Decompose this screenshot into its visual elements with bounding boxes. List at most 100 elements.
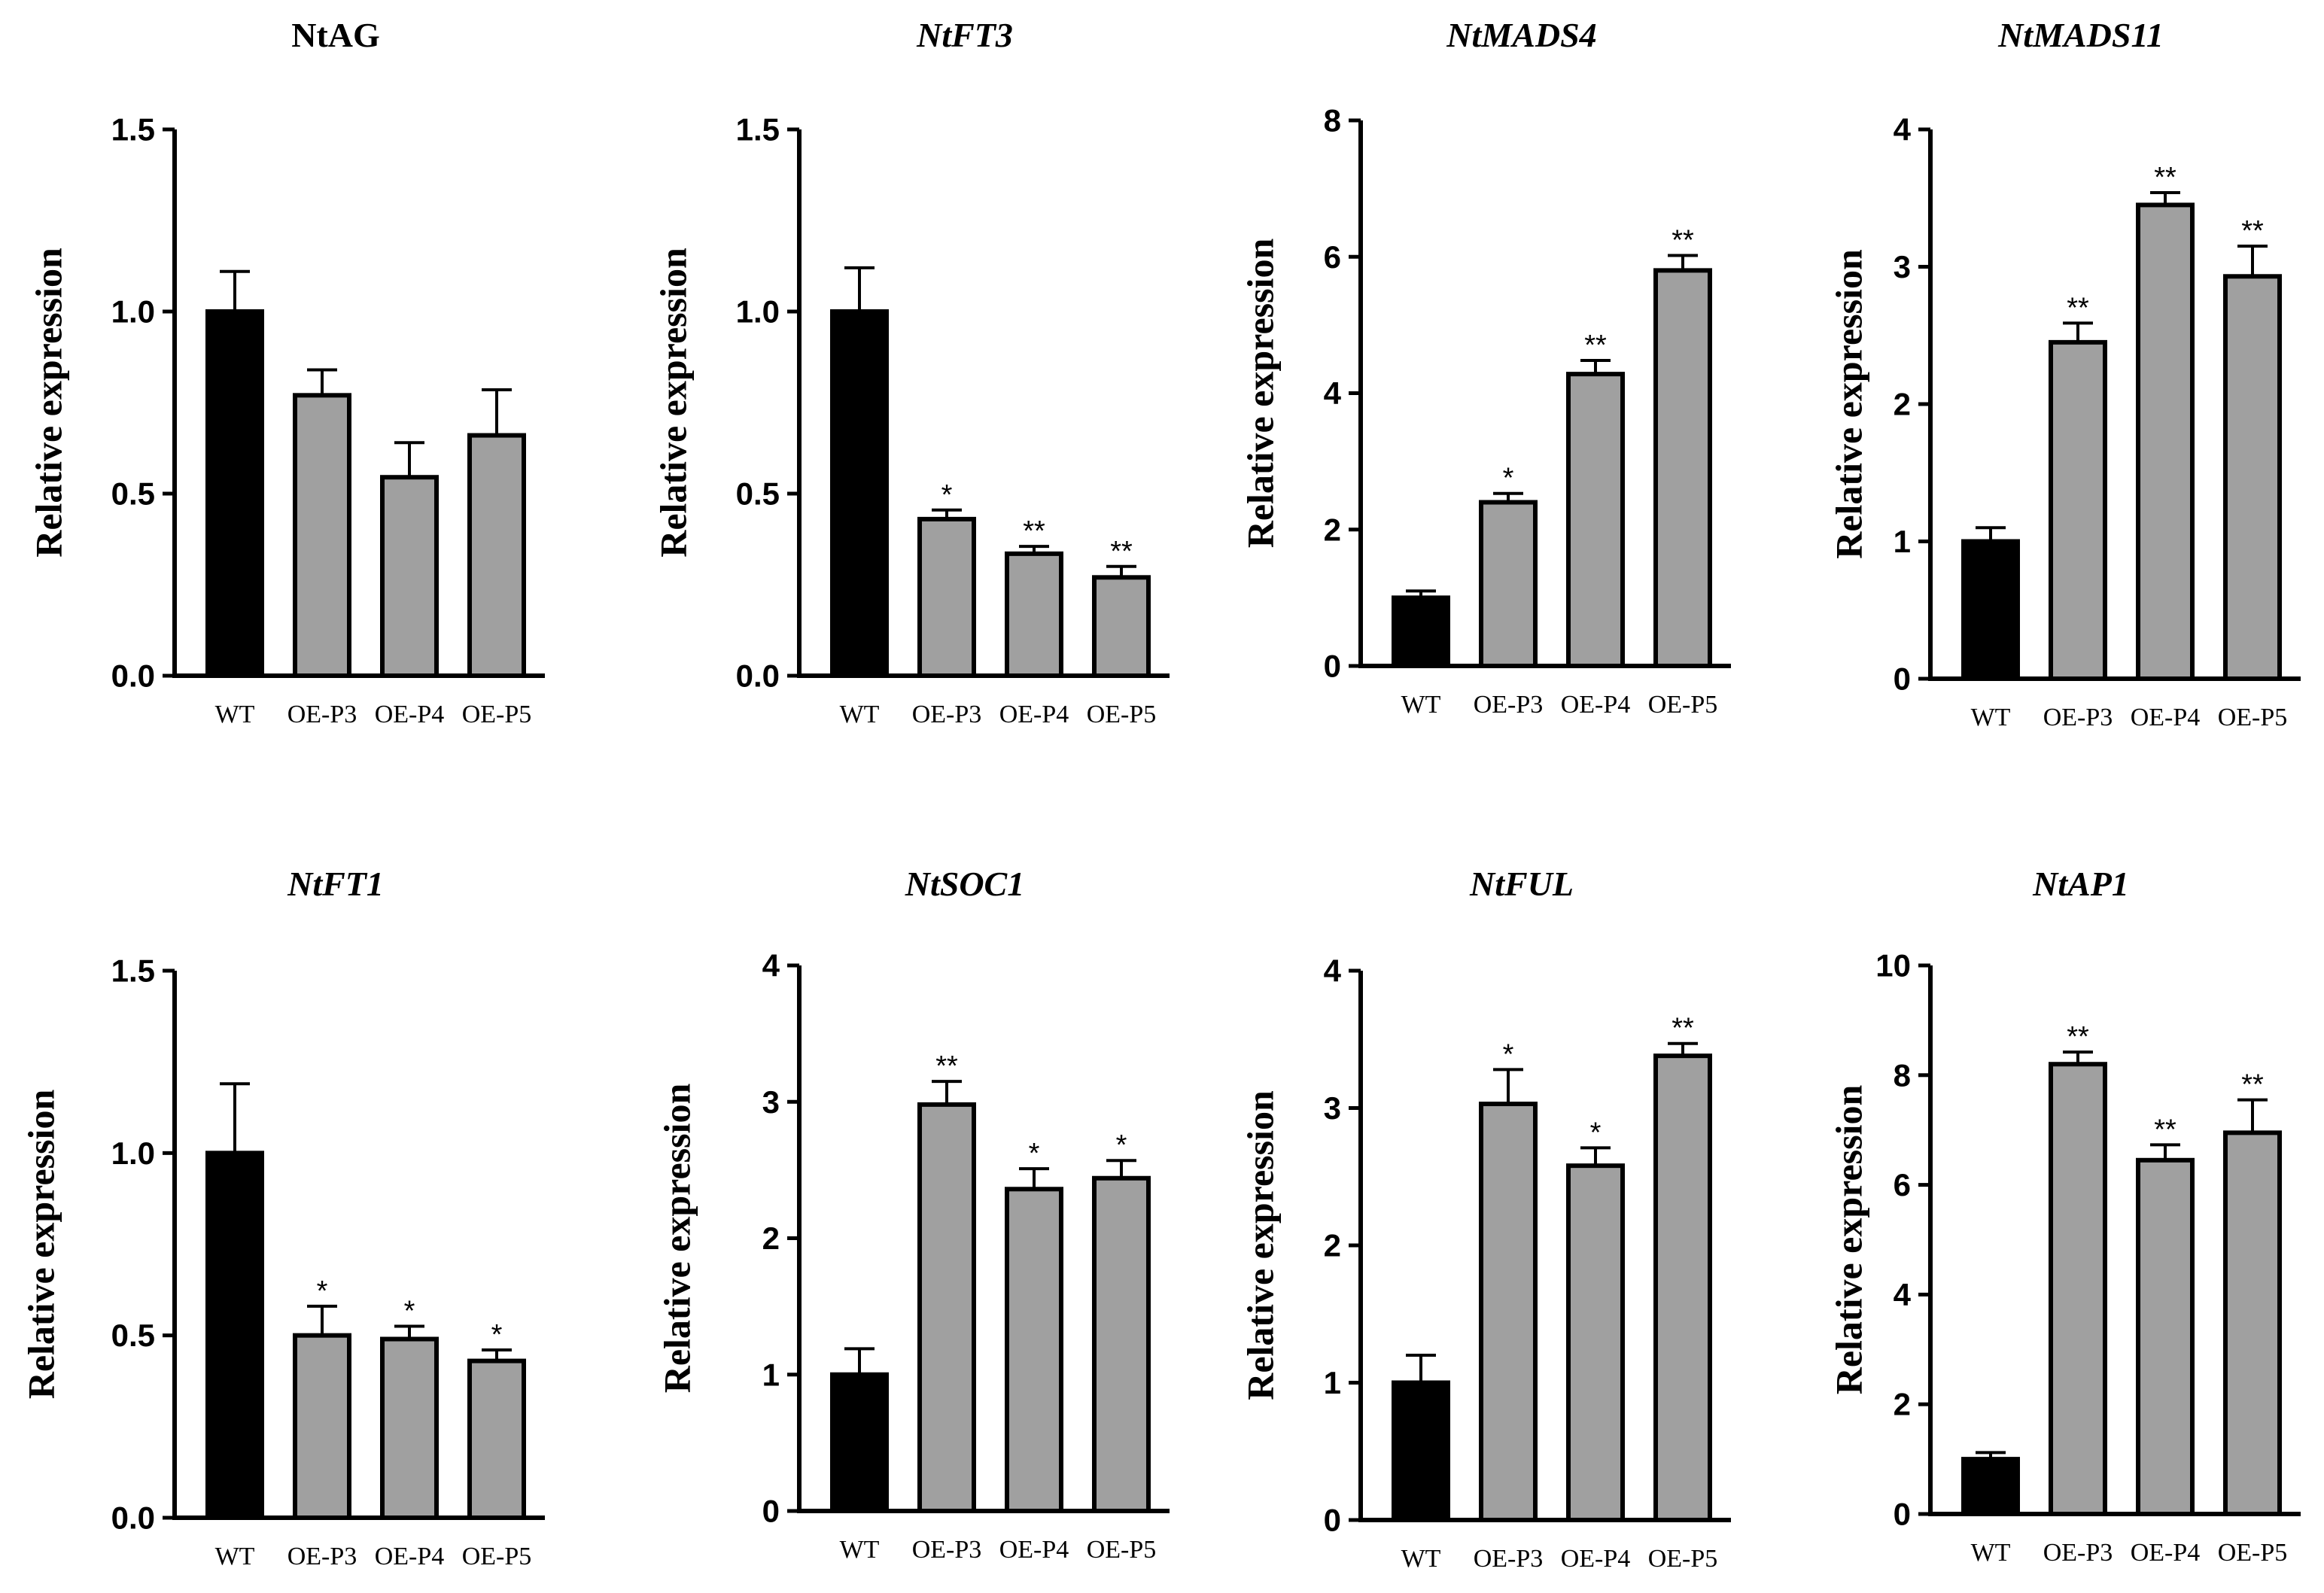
y-tick-label: 8	[1894, 1057, 1911, 1093]
bar-oe-p4	[2136, 1157, 2195, 1517]
bar-oe-p3	[1479, 1102, 1538, 1522]
x-tick-label: WT	[1401, 691, 1441, 719]
x-tick-label: OE-P4	[2131, 1539, 2201, 1567]
bar-oe-p5	[2223, 1130, 2282, 1516]
y-tick-label: 3	[762, 1084, 780, 1120]
x-tick-label: OE-P5	[2218, 704, 2288, 731]
y-tick-label: 0	[1324, 649, 1341, 684]
y-axis-label: Relative expression	[20, 1090, 62, 1400]
x-tick-label: OE-P3	[287, 701, 357, 728]
significance-marker: *	[1029, 1138, 1040, 1169]
y-tick-label: 0.5	[111, 1318, 155, 1353]
chart-title: NtMADS11	[1997, 16, 2164, 54]
x-tick-label: WT	[840, 701, 880, 728]
x-tick-label: OE-P5	[1648, 1545, 1718, 1573]
x-tick-label: OE-P5	[1648, 691, 1718, 719]
x-tick-label: OE-P4	[2131, 704, 2201, 731]
x-tick-label: WT	[1971, 704, 2011, 731]
significance-marker: *	[317, 1275, 328, 1307]
bar-oe-p4	[1005, 1187, 1063, 1513]
y-tick-label: 0.0	[111, 1500, 155, 1536]
y-tick-label: 1.0	[111, 294, 155, 330]
bar-wt	[1392, 1380, 1450, 1522]
x-tick-label: OE-P4	[999, 701, 1069, 728]
x-tick-label: OE-P5	[1087, 701, 1157, 728]
significance-marker: **	[1672, 1013, 1694, 1044]
y-axis-label: Relative expression	[656, 1084, 698, 1394]
y-axis-label: Relative expression	[652, 248, 694, 558]
x-tick-label: WT	[215, 701, 255, 728]
bar-oe-p5	[467, 433, 526, 678]
y-axis-label: Relative expression	[1827, 1085, 1869, 1395]
bar-oe-p4	[1005, 551, 1063, 678]
x-tick-label: OE-P5	[2218, 1539, 2288, 1567]
y-tick-label: 8	[1324, 103, 1341, 138]
bar-oe-p5	[1653, 1053, 1712, 1522]
chart-panel-ntful: NtFUL Relative expression 0 1 2 3 4 WT * OE-P3 * OE…	[1239, 865, 1731, 1573]
y-tick-label: 1.5	[736, 112, 780, 147]
y-axis-label: Relative expression	[1239, 239, 1281, 549]
y-axis-label: Relative expression	[1239, 1090, 1281, 1400]
y-tick-label: 1.5	[111, 112, 155, 147]
x-tick-label: OE-P3	[2043, 1539, 2113, 1567]
significance-marker: *	[491, 1319, 503, 1351]
y-tick-label: 0.0	[736, 658, 780, 694]
significance-marker: **	[2067, 1021, 2089, 1053]
x-tick-label: OE-P3	[912, 1536, 982, 1564]
x-tick-label: OE-P3	[1474, 1545, 1544, 1573]
bar-oe-p5	[1653, 268, 1712, 668]
bar-oe-p3	[917, 516, 976, 678]
y-tick-label: 0	[1894, 1497, 1911, 1532]
bar-oe-p4	[1566, 1163, 1625, 1523]
bar-oe-p3	[293, 1333, 351, 1520]
bar-oe-p3	[917, 1102, 976, 1513]
x-tick-label: OE-P4	[1561, 1545, 1631, 1573]
chart-panel-ntmads4: NtMADS4 Relative expression 0 2 4 6 8 WT * OE-P3 *…	[1239, 16, 1731, 719]
bar-oe-p5	[2223, 274, 2282, 681]
y-tick-label: 0.5	[736, 476, 780, 512]
significance-marker: **	[2241, 215, 2264, 247]
significance-marker: **	[2067, 292, 2089, 324]
significance-marker: **	[2241, 1069, 2264, 1101]
significance-marker: **	[1023, 515, 1045, 547]
chart-title: NtFT3	[916, 16, 1013, 54]
x-tick-label: OE-P5	[462, 701, 532, 728]
chart-panel-ntft1: NtFT1 Relative expression 0.0 0.5 1.0 1.5 WT * O…	[20, 865, 545, 1570]
chart-panel-ntap1: NtAP1 Relative expression 0 2 4 6 8 10 WT ** OE-P3…	[1827, 865, 2301, 1567]
significance-marker: **	[1672, 224, 1694, 256]
x-tick-label: OE-P3	[912, 701, 982, 728]
y-tick-label: 2	[1324, 512, 1341, 547]
bar-oe-p5	[1092, 1175, 1151, 1513]
bar-oe-p5	[467, 1358, 526, 1521]
y-tick-label: 3	[1894, 249, 1911, 284]
bar-oe-p3	[293, 393, 351, 678]
y-tick-label: 2	[1894, 1387, 1911, 1422]
chart-title: NtFUL	[1469, 865, 1574, 903]
significance-marker: *	[1590, 1117, 1602, 1148]
bar-wt	[1392, 595, 1450, 668]
bar-oe-p4	[380, 475, 439, 678]
significance-marker: *	[941, 479, 953, 511]
chart-title: NtAP1	[2032, 865, 2129, 903]
y-axis-label: Relative expression	[27, 248, 69, 558]
y-tick-label: 0.0	[111, 658, 155, 694]
bar-oe-p3	[2049, 1062, 2107, 1516]
chart-title: NtSOC1	[905, 865, 1024, 903]
x-tick-label: WT	[1971, 1539, 2011, 1567]
chart-panel-ntft3: NtFT3 Relative expression 0.0 0.5 1.0 1.5 WT * O…	[652, 16, 1170, 728]
chart-title: NtMADS4	[1446, 16, 1596, 54]
y-axis-label: Relative expression	[1827, 249, 1869, 559]
bar-oe-p3	[1479, 500, 1538, 668]
chart-panel-ntmads11: NtMADS11 Relative expression 0 1 2 3 4 WT ** OE-P…	[1827, 16, 2301, 731]
y-tick-label: 1	[762, 1357, 780, 1392]
y-tick-label: 0	[1324, 1503, 1341, 1538]
y-tick-label: 2	[1324, 1228, 1341, 1263]
x-tick-label: OE-P5	[462, 1543, 532, 1570]
y-tick-label: 4	[1324, 375, 1342, 411]
y-tick-label: 0	[1894, 661, 1911, 697]
y-tick-label: 6	[1894, 1167, 1911, 1202]
y-tick-label: 1.5	[111, 953, 155, 989]
bar-wt	[1961, 539, 2020, 681]
